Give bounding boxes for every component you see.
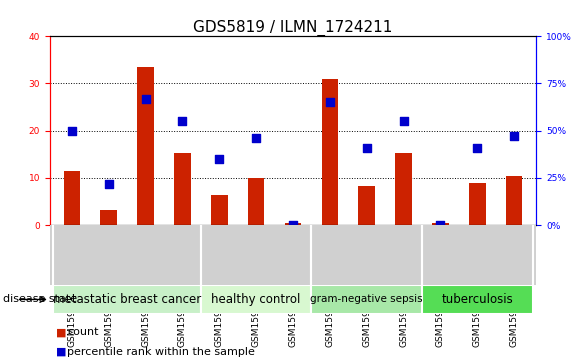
Bar [211, 195, 227, 225]
Bar [359, 186, 375, 225]
Point [509, 134, 519, 139]
Point [214, 156, 224, 162]
Bar [201, 285, 311, 314]
Point [251, 135, 261, 141]
Point [104, 181, 114, 187]
Text: tuberculosis: tuberculosis [441, 293, 513, 306]
Bar [469, 183, 486, 225]
Point [472, 145, 482, 151]
Bar [285, 223, 301, 225]
Bar [311, 285, 422, 314]
Text: count: count [67, 327, 99, 337]
Text: disease state: disease state [3, 294, 77, 305]
Bar [395, 153, 412, 225]
Text: metastatic breast cancer: metastatic breast cancer [53, 293, 202, 306]
Bar [506, 176, 522, 225]
Point [141, 96, 150, 102]
Bar [53, 285, 201, 314]
Title: GDS5819 / ILMN_1724211: GDS5819 / ILMN_1724211 [193, 20, 393, 36]
Text: ■: ■ [56, 327, 66, 337]
Bar [64, 171, 80, 225]
Text: ■: ■ [56, 347, 66, 357]
Point [325, 99, 335, 105]
Text: percentile rank within the sample: percentile rank within the sample [67, 347, 255, 357]
Point [288, 222, 298, 228]
Point [436, 222, 445, 228]
Bar [248, 178, 264, 225]
Bar [100, 210, 117, 225]
Bar [432, 223, 449, 225]
Text: gram-negative sepsis: gram-negative sepsis [311, 294, 423, 305]
Point [178, 118, 187, 124]
Bar [422, 285, 533, 314]
Bar [322, 79, 338, 225]
Bar [137, 67, 154, 225]
Point [399, 118, 408, 124]
Point [362, 145, 372, 151]
Bar [174, 153, 191, 225]
Text: healthy control: healthy control [212, 293, 301, 306]
Point [67, 128, 77, 134]
